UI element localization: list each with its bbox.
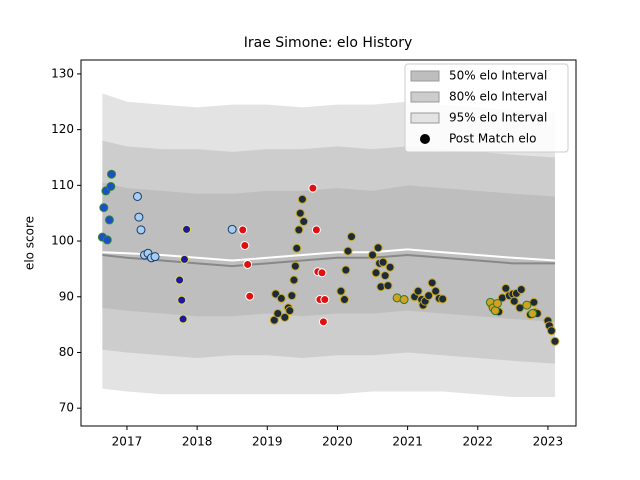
match-point bbox=[368, 250, 378, 260]
match-point bbox=[550, 336, 560, 346]
y-tick-label: 100 bbox=[51, 234, 74, 248]
match-point bbox=[378, 257, 388, 267]
y-tick-label: 120 bbox=[51, 122, 74, 136]
trend-line bbox=[102, 253, 555, 268]
legend-box bbox=[404, 63, 569, 153]
match-point bbox=[343, 246, 353, 256]
match-point bbox=[238, 225, 248, 235]
match-point bbox=[177, 295, 187, 305]
match-point bbox=[106, 181, 116, 191]
match-point bbox=[289, 275, 299, 285]
match-point bbox=[371, 268, 381, 278]
legend-swatch bbox=[410, 91, 440, 103]
y-tick-label: 70 bbox=[59, 401, 74, 415]
match-point bbox=[107, 169, 117, 179]
match-point bbox=[318, 317, 328, 327]
match-point bbox=[320, 295, 330, 305]
match-point bbox=[308, 183, 318, 193]
match-point bbox=[136, 225, 146, 235]
chart-title: Irae Simone: elo History bbox=[244, 35, 413, 51]
match-point bbox=[385, 262, 395, 272]
match-point bbox=[346, 232, 356, 242]
match-point bbox=[292, 243, 302, 253]
match-point bbox=[431, 286, 441, 296]
match-point bbox=[175, 275, 185, 285]
match-point bbox=[492, 298, 502, 308]
match-point bbox=[317, 268, 327, 278]
match-point bbox=[341, 265, 351, 275]
y-tick-label: 80 bbox=[59, 345, 74, 359]
x-tick-label: 2021 bbox=[392, 435, 423, 449]
match-point bbox=[240, 241, 250, 251]
y-tick-label: 110 bbox=[51, 178, 74, 192]
legend-label: Post Match elo bbox=[449, 132, 536, 146]
match-point bbox=[287, 291, 297, 301]
match-point bbox=[150, 252, 160, 262]
legend-marker bbox=[420, 134, 430, 144]
match-point bbox=[373, 243, 383, 253]
legend: 50% elo Interval 80% elo Interval 95% elo … bbox=[404, 63, 569, 153]
match-point bbox=[399, 295, 409, 305]
match-point bbox=[227, 224, 237, 234]
legend-swatch bbox=[410, 70, 440, 82]
match-point bbox=[297, 194, 307, 204]
y-tick-label: 130 bbox=[51, 66, 74, 80]
x-tick-label: 2017 bbox=[112, 435, 143, 449]
match-point bbox=[104, 215, 114, 225]
match-point bbox=[509, 296, 519, 306]
match-point bbox=[134, 212, 144, 222]
match-point bbox=[280, 312, 290, 322]
legend-label: 50% elo Interval bbox=[449, 69, 547, 83]
match-point bbox=[245, 291, 255, 301]
legend-label: 80% elo Interval bbox=[449, 90, 547, 104]
x-tick-label: 2023 bbox=[533, 435, 564, 449]
legend-label: 95% elo Interval bbox=[449, 111, 547, 125]
match-point bbox=[413, 286, 423, 296]
match-point bbox=[132, 191, 142, 201]
match-point bbox=[99, 203, 109, 213]
x-tick-label: 2022 bbox=[462, 435, 493, 449]
match-point bbox=[380, 271, 390, 281]
match-point bbox=[424, 291, 434, 301]
x-tick-label: 2019 bbox=[252, 435, 283, 449]
match-point bbox=[178, 314, 188, 324]
match-point bbox=[522, 300, 532, 310]
match-point bbox=[294, 225, 304, 235]
match-point bbox=[285, 306, 295, 316]
plot-frame bbox=[80, 59, 577, 427]
match-point bbox=[276, 293, 286, 303]
match-point bbox=[311, 225, 321, 235]
match-point bbox=[501, 283, 511, 293]
legend-swatch bbox=[410, 112, 440, 124]
x-tick-label: 2018 bbox=[182, 435, 213, 449]
match-point bbox=[336, 286, 346, 296]
match-point bbox=[438, 294, 448, 304]
match-point bbox=[546, 326, 556, 336]
x-tick-label: 2020 bbox=[322, 435, 353, 449]
match-point bbox=[427, 278, 437, 288]
match-point bbox=[299, 217, 309, 227]
trend-line bbox=[102, 248, 556, 262]
match-point bbox=[295, 208, 305, 218]
match-point bbox=[527, 308, 537, 318]
y-tick-label: 90 bbox=[59, 289, 74, 303]
match-point bbox=[179, 254, 189, 264]
match-point bbox=[182, 224, 192, 234]
match-point bbox=[243, 259, 253, 269]
match-point bbox=[383, 281, 393, 291]
match-point bbox=[339, 295, 349, 305]
match-point bbox=[290, 261, 300, 271]
match-point bbox=[102, 235, 112, 245]
match-point bbox=[273, 308, 283, 318]
match-point bbox=[516, 285, 526, 295]
y-axis-label: elo score bbox=[23, 216, 37, 270]
